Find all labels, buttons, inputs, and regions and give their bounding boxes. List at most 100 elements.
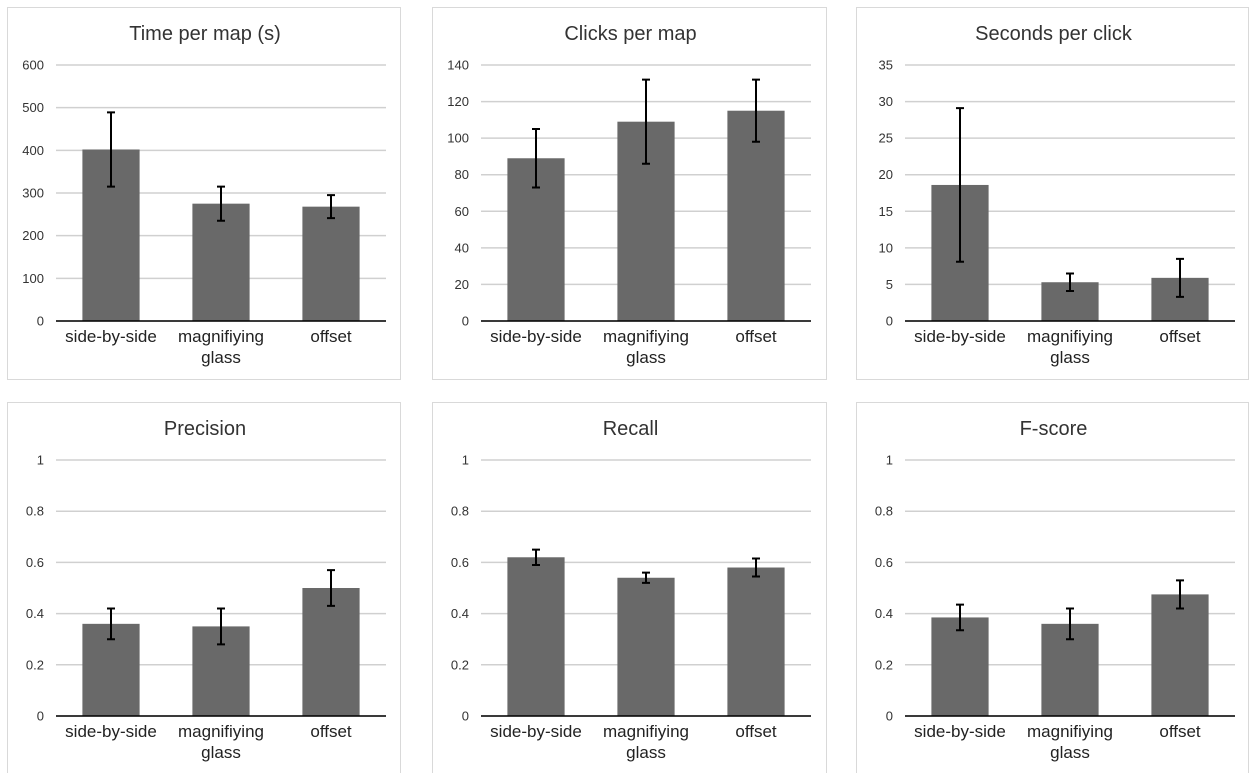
y-tick-label: 500 — [22, 100, 44, 115]
y-tick-label: 60 — [455, 204, 469, 219]
y-tick-label: 0 — [37, 709, 44, 724]
x-tick-label: magnifiying glass — [603, 327, 689, 367]
error-bar — [327, 194, 335, 220]
error-bar — [1176, 257, 1184, 298]
x-tick-label: side-by-side — [490, 722, 582, 741]
x-tick-label: side-by-side — [490, 327, 582, 346]
error-bar — [217, 185, 225, 222]
y-tick-label: 20 — [879, 167, 893, 182]
y-tick-label: 10 — [879, 240, 893, 255]
bar — [302, 206, 360, 321]
bar — [302, 588, 360, 716]
error-bar — [642, 78, 650, 165]
x-tick-label: offset — [735, 722, 777, 741]
error-bar — [1066, 272, 1074, 293]
chart-panel: Clicks per map 0 20 40 60 80 100 120 140 side-by-… — [432, 7, 827, 380]
bar — [931, 617, 989, 716]
y-tick-label: 120 — [447, 94, 469, 109]
chart-title: Precision — [164, 418, 246, 440]
y-tick-label: 5 — [886, 277, 893, 292]
x-tick-label: magnifiying glass — [1027, 327, 1113, 367]
y-tick-label: 15 — [879, 204, 893, 219]
chart: Clicks per map 0 20 40 60 80 100 120 140 — [447, 23, 811, 329]
x-tick-label: side-by-side — [65, 327, 157, 346]
error-bar — [752, 557, 760, 578]
chart: Precision 0 0.2 0.4 0.6 0.8 1 — [26, 418, 386, 724]
bar — [192, 203, 250, 321]
y-tick-label: 30 — [879, 94, 893, 109]
y-tick-label: 600 — [22, 58, 44, 73]
x-tick-label: side-by-side — [65, 722, 157, 741]
x-tick-label: magnifiying glass — [178, 722, 264, 762]
x-tick-label: offset — [310, 722, 352, 741]
chart-panel: Precision 0 0.2 0.4 0.6 0.8 1 side-by-side magni… — [7, 402, 401, 773]
chart-panel: Seconds per click 0 5 10 15 20 25 30 35 side-by-s… — [856, 7, 1249, 380]
chart-title: Time per map (s) — [129, 23, 281, 45]
y-tick-label: 0.8 — [875, 504, 893, 519]
y-tick-label: 40 — [455, 240, 469, 255]
y-tick-label: 0.4 — [875, 606, 893, 621]
chart-panel: F-score 0 0.2 0.4 0.6 0.8 1 side-by-side magnifi… — [856, 402, 1249, 773]
error-bar — [217, 607, 225, 646]
y-tick-label: 0.2 — [875, 657, 893, 672]
x-tick-label: magnifiying glass — [603, 722, 689, 762]
y-tick-label: 0 — [886, 314, 893, 329]
bar — [1151, 594, 1209, 716]
y-tick-label: 0.2 — [26, 657, 44, 672]
chart-panel: Time per map (s) 0 100 200 300 400 500 600 side-… — [7, 7, 401, 380]
error-bar — [107, 111, 115, 188]
y-tick-label: 25 — [879, 131, 893, 146]
chart: Seconds per click 0 5 10 15 20 25 30 35 — [879, 23, 1235, 329]
y-tick-label: 140 — [447, 58, 469, 73]
chart-title: Clicks per map — [564, 23, 696, 45]
y-tick-label: 0 — [462, 709, 469, 724]
x-tick-label: offset — [735, 327, 777, 346]
error-bar — [532, 548, 540, 566]
x-tick-label: side-by-side — [914, 722, 1006, 741]
y-tick-label: 100 — [22, 271, 44, 286]
error-bar — [752, 78, 760, 143]
y-tick-label: 80 — [455, 167, 469, 182]
y-tick-label: 400 — [22, 143, 44, 158]
y-tick-label: 0.4 — [26, 606, 44, 621]
y-tick-label: 0 — [886, 709, 893, 724]
error-bar — [327, 569, 335, 607]
y-tick-label: 0.2 — [451, 657, 469, 672]
error-bar — [107, 607, 115, 641]
error-bar — [1176, 579, 1184, 610]
error-bar — [642, 571, 650, 584]
chart-title: F-score — [1020, 418, 1088, 440]
y-tick-label: 100 — [447, 131, 469, 146]
y-tick-label: 0.8 — [26, 504, 44, 519]
y-tick-label: 1 — [37, 453, 44, 468]
y-tick-label: 200 — [22, 228, 44, 243]
bar — [727, 110, 785, 321]
bar — [727, 567, 785, 716]
y-tick-label: 0.6 — [26, 555, 44, 570]
y-tick-label: 1 — [886, 453, 893, 468]
chart: F-score 0 0.2 0.4 0.6 0.8 1 — [875, 418, 1235, 724]
chart: Time per map (s) 0 100 200 300 400 500 600 — [22, 23, 386, 329]
x-tick-label: magnifiying glass — [178, 327, 264, 367]
y-tick-label: 35 — [879, 58, 893, 73]
x-tick-label: offset — [310, 327, 352, 346]
y-tick-label: 20 — [455, 277, 469, 292]
y-tick-label: 1 — [462, 453, 469, 468]
y-tick-label: 0.6 — [451, 555, 469, 570]
chart-title: Seconds per click — [975, 23, 1133, 45]
x-tick-label: offset — [1159, 327, 1201, 346]
y-tick-label: 0.6 — [875, 555, 893, 570]
y-tick-label: 0.8 — [451, 504, 469, 519]
error-bar — [1066, 607, 1074, 641]
bar — [507, 557, 565, 716]
x-tick-label: magnifiying glass — [1027, 722, 1113, 762]
y-tick-label: 300 — [22, 186, 44, 201]
y-tick-label: 0 — [462, 314, 469, 329]
error-bar — [956, 107, 964, 263]
x-tick-label: offset — [1159, 722, 1201, 741]
bar — [617, 577, 675, 716]
error-bar — [532, 128, 540, 189]
y-tick-label: 0.4 — [451, 606, 469, 621]
x-tick-label: side-by-side — [914, 327, 1006, 346]
